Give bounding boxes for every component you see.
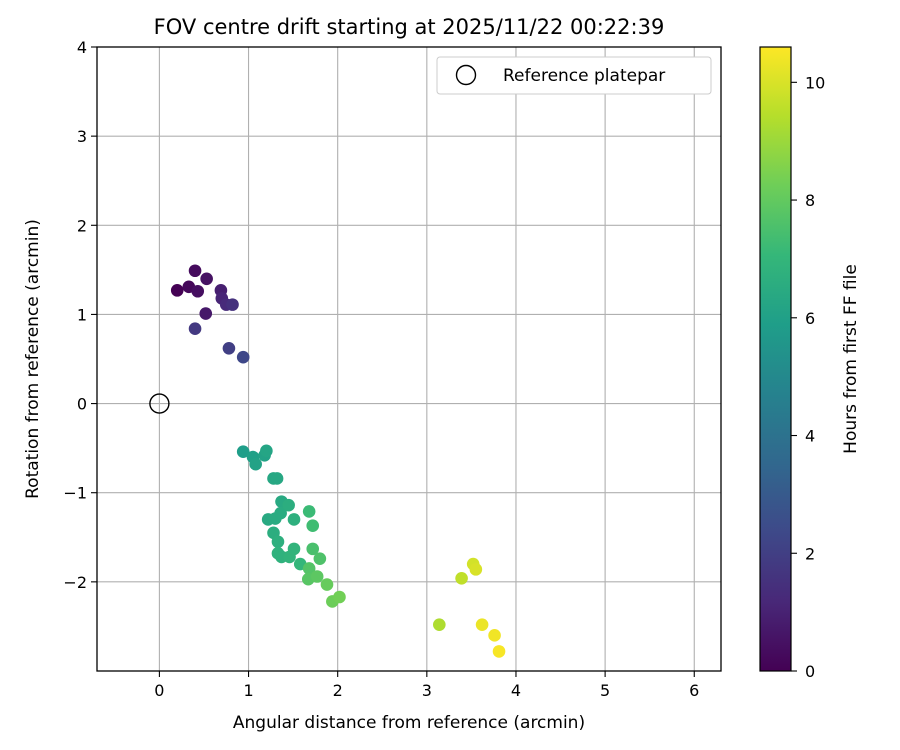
- plot-frame: [96, 46, 722, 672]
- data-point: [287, 513, 301, 526]
- data-point: [306, 542, 320, 556]
- reference-platepar-marker: [149, 393, 170, 414]
- data-point: [313, 552, 327, 565]
- y-axis-label: Rotation from reference (arcmin): [23, 219, 43, 499]
- data-point: [287, 542, 301, 556]
- data-point: [260, 444, 273, 458]
- y-tick-label: 1: [77, 305, 87, 324]
- data-point: [170, 284, 184, 297]
- data-point: [475, 618, 489, 631]
- x-tick-label: 5: [600, 681, 610, 700]
- y-axis-ticks: −2 −1 0 1 2 3 4: [63, 38, 97, 592]
- y-tick-label: −1: [63, 484, 87, 503]
- data-point: [222, 342, 236, 355]
- legend-label: Reference platepar: [503, 66, 665, 86]
- data-point: [433, 618, 446, 631]
- data-point: [188, 322, 202, 335]
- colorbar-tick-label: 8: [805, 191, 815, 210]
- colorbar-tick-label: 6: [805, 309, 815, 328]
- y-tick-label: 3: [77, 127, 87, 146]
- data-point: [333, 590, 346, 604]
- x-tick-label: 2: [333, 681, 343, 700]
- legend-box: [436, 56, 712, 95]
- data-point: [302, 562, 316, 575]
- colorbar-gradient: [760, 47, 791, 671]
- x-tick-label: 6: [689, 681, 699, 700]
- colorbar-tick-label: 2: [805, 544, 815, 563]
- data-point: [236, 350, 250, 364]
- legend: Reference platepar: [436, 56, 712, 95]
- x-tick-label: 4: [511, 681, 521, 700]
- data-point: [226, 298, 239, 311]
- data-point: [270, 472, 284, 485]
- data-point: [488, 629, 501, 642]
- gridlines: [97, 46, 721, 671]
- x-tick-label: 0: [154, 681, 164, 700]
- data-point: [492, 645, 506, 658]
- data-point: [236, 445, 250, 459]
- colorbar: 0 2 4 6 8 10 Hours from first FF file: [759, 46, 861, 681]
- reference-marker-group: [149, 393, 170, 414]
- data-point: [249, 457, 262, 471]
- data-point: [455, 571, 468, 585]
- data-point: [320, 578, 334, 591]
- colorbar-tick-label: 4: [805, 427, 815, 446]
- y-tick-label: 0: [77, 395, 87, 414]
- data-point: [469, 563, 483, 576]
- y-tick-label: 2: [77, 216, 87, 235]
- chart-title: FOV centre drift starting at 2025/11/22 …: [154, 15, 665, 39]
- legend-marker-icon: [455, 64, 477, 86]
- data-point: [302, 505, 316, 518]
- data-point: [200, 272, 213, 286]
- data-point: [306, 519, 320, 532]
- data-points: [170, 264, 506, 658]
- colorbar-tick-label: 10: [805, 73, 825, 92]
- x-tick-label: 1: [243, 681, 253, 700]
- data-point: [199, 307, 213, 320]
- data-point: [282, 498, 295, 512]
- data-point: [188, 264, 202, 278]
- colorbar-label: Hours from first FF file: [841, 264, 861, 454]
- data-point: [271, 535, 285, 549]
- x-axis-label: Angular distance from reference (arcmin): [233, 713, 585, 733]
- colorbar-ticks: 0 2 4 6 8 10: [791, 73, 825, 681]
- x-axis-ticks: 0 1 2 3 4 5 6: [154, 671, 699, 700]
- y-tick-label: 4: [77, 38, 87, 57]
- colorbar-tick-label: 0: [805, 662, 815, 681]
- colorbar-frame: [759, 46, 792, 672]
- y-tick-label: −2: [63, 573, 87, 592]
- data-point: [310, 570, 324, 583]
- data-point: [191, 284, 205, 298]
- data-point: [274, 506, 287, 520]
- x-tick-label: 3: [422, 681, 432, 700]
